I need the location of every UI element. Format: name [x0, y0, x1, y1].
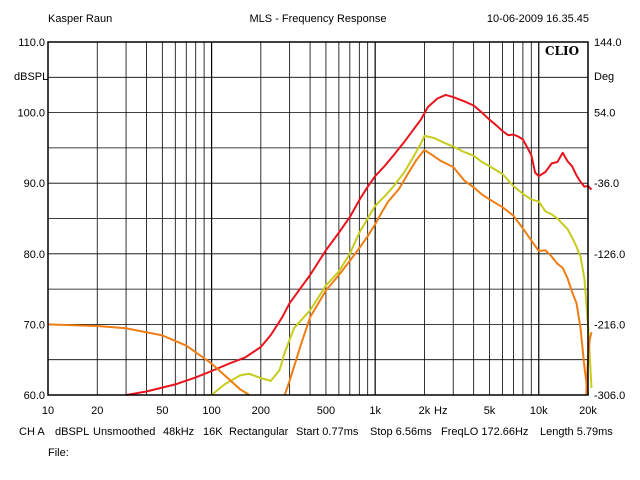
x-tick-label: 100 [202, 405, 220, 417]
y2-axis-tick-labels: -306.0 -216.0 -126.0 -36.0 54.0 144.0 [594, 37, 625, 402]
series-line-4 [47, 323, 250, 396]
x-tick-label: 1k [369, 405, 381, 417]
y-axis-tick-labels: 60.0 70.0 80.0 90.0 100.0 110.0 [17, 37, 45, 402]
plot-grid [48, 42, 588, 395]
clio-brand-logo: CLIO [545, 44, 579, 58]
y-tick-label: 60.0 [24, 390, 45, 402]
measurement-info-item: Length 5.79ms [540, 426, 613, 438]
measurement-info-item: Start 0.77ms [296, 426, 359, 438]
plot-curves [47, 93, 593, 396]
measurement-info-item: Stop 6.56ms [370, 426, 432, 438]
y-tick-label: 70.0 [24, 319, 45, 331]
x-tick-label: 20 [91, 405, 103, 417]
series-line-3 [283, 149, 589, 396]
measurement-info-item: FreqLO 172.66Hz [441, 426, 529, 438]
x-tick-label: 10 [42, 405, 54, 417]
y2-tick-label: 144.0 [594, 37, 622, 49]
x-tick-label: 2k [419, 405, 431, 417]
header-left: Kasper Raun [48, 13, 113, 25]
measurement-info-item: Rectangular [229, 426, 289, 438]
series-line-1 [125, 93, 593, 396]
y2-tick-label: -216.0 [594, 319, 625, 331]
file-label: File: [48, 447, 69, 459]
y-tick-label: 90.0 [24, 178, 45, 190]
x-tick-label: 20k [579, 405, 597, 417]
x-tick-label: 10k [530, 405, 548, 417]
chart-title: MLS - Frequency Response [249, 13, 387, 25]
measurement-info-item: dBSPL [55, 426, 90, 438]
measurement-info-item: 16K [203, 426, 223, 438]
x-tick-label: 5k [484, 405, 496, 417]
y2-tick-label: -36.0 [594, 178, 619, 190]
series-line-5 [585, 331, 593, 396]
x-tick-label: 500 [317, 405, 335, 417]
y2-tick-label: -126.0 [594, 249, 625, 261]
x-axis-unit-label: Hz [434, 405, 447, 417]
measurement-info-item: 48kHz [163, 426, 195, 438]
measurement-info-item: CH A [19, 426, 45, 438]
y-tick-label: 80.0 [24, 249, 45, 261]
y-axis-unit-label: dBSPL [14, 71, 48, 83]
y-tick-label: 110.0 [18, 37, 45, 49]
series-line-2 [210, 134, 593, 396]
x-tick-label: 50 [156, 405, 168, 417]
measurement-info-item: Unsmoothed [93, 426, 156, 438]
x-tick-label: 200 [252, 405, 270, 417]
y2-axis-unit-label: Deg [594, 71, 614, 83]
x-axis-tick-labels: 10 20 50 100 200 500 1k 2k 5k 10k 20k [42, 405, 597, 417]
header-timestamp: 10-06-2009 16.35.45 [486, 13, 589, 25]
y2-tick-label: 54.0 [594, 108, 615, 120]
plot-frame [47, 41, 589, 396]
y2-tick-label: -306.0 [594, 390, 625, 402]
y-tick-label: 100.0 [17, 108, 45, 120]
